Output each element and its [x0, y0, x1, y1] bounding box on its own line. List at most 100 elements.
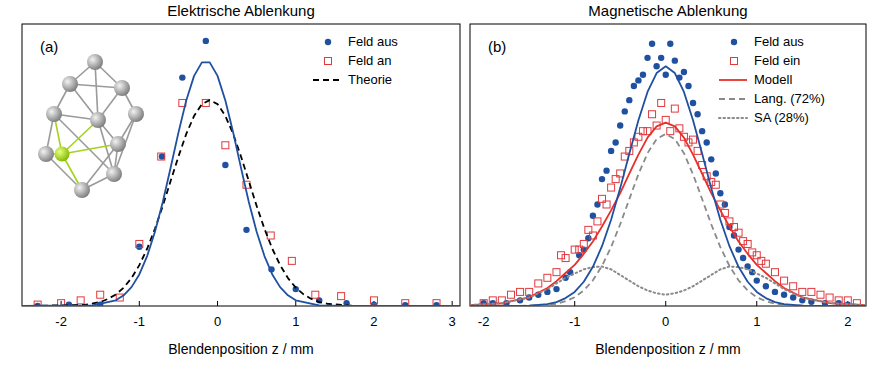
- x-tick: [574, 301, 575, 306]
- chart-title: Elektrische Ablenkung: [167, 2, 315, 19]
- x-tick-label: -1: [134, 314, 146, 329]
- data-area: [22, 38, 460, 306]
- data-point: [699, 128, 705, 134]
- data-point: [580, 240, 587, 247]
- data-line: [22, 100, 460, 306]
- data-point: [653, 63, 659, 69]
- data-point: [267, 232, 274, 239]
- data-point: [222, 162, 228, 168]
- x-tick-label: -2: [478, 314, 490, 329]
- data-point: [658, 99, 665, 106]
- atom: [90, 112, 106, 128]
- data-point: [644, 55, 650, 61]
- series: [480, 99, 860, 306]
- data-point: [826, 294, 833, 301]
- legend-label: Feld aus: [348, 34, 398, 49]
- data-point: [744, 240, 751, 247]
- molecule-inset: [38, 54, 144, 198]
- atom: [106, 166, 122, 182]
- legend-symbol: [731, 39, 737, 45]
- atom: [114, 80, 130, 96]
- legend-label: Modell: [754, 72, 792, 87]
- x-tick-label: 1: [753, 314, 760, 329]
- bond: [95, 62, 98, 120]
- chart-title: Magnetische Ablenkung: [588, 2, 747, 19]
- data-point: [626, 97, 632, 103]
- atom: [87, 54, 103, 70]
- data-point: [288, 257, 295, 264]
- atom: [128, 106, 144, 122]
- data-point: [553, 286, 559, 292]
- data-point: [544, 274, 551, 281]
- data-point: [694, 111, 700, 117]
- x-tick-label: 0: [214, 314, 221, 329]
- legend: Feld ausFeld anTheorie: [313, 34, 398, 87]
- series: [470, 66, 866, 306]
- atom: [46, 106, 62, 122]
- data-point: [658, 55, 664, 61]
- data-point: [763, 283, 769, 289]
- data-point: [740, 255, 746, 261]
- series: [34, 99, 440, 306]
- data-point: [690, 100, 696, 106]
- x-tick: [295, 301, 296, 306]
- legend-label: Feld ein: [754, 53, 800, 68]
- data-point: [690, 136, 697, 143]
- data-line: [470, 123, 866, 305]
- data-point: [754, 277, 760, 283]
- data-point: [790, 294, 796, 300]
- data-point: [649, 41, 655, 47]
- data-point: [77, 297, 84, 304]
- panel: Magnetische Ablenkung-2-1012Blendenposit…: [470, 2, 866, 357]
- data-point: [594, 218, 601, 225]
- data-point: [136, 240, 143, 247]
- data-point: [735, 246, 741, 252]
- x-tick-label: -1: [569, 314, 581, 329]
- data-point: [558, 252, 565, 259]
- data-point: [762, 260, 769, 267]
- data-point: [562, 255, 569, 262]
- atom: [74, 182, 90, 198]
- data-point: [136, 244, 142, 250]
- data-point: [599, 176, 605, 182]
- atom: [55, 147, 70, 162]
- x-tick: [139, 301, 140, 306]
- data-point: [667, 41, 673, 47]
- data-point: [703, 139, 709, 145]
- data-point: [799, 288, 806, 295]
- legend-symbol: [719, 98, 747, 100]
- data-point: [639, 128, 646, 135]
- data-line: [470, 134, 866, 306]
- data-point: [790, 283, 797, 290]
- legend-label: Feld aus: [754, 34, 804, 49]
- data-point: [243, 227, 249, 233]
- data-point: [663, 72, 669, 78]
- series: [470, 134, 866, 306]
- atom: [62, 76, 78, 92]
- data-point: [338, 293, 345, 300]
- x-tick-label: 2: [370, 314, 377, 329]
- data-point: [553, 269, 560, 276]
- data-point: [708, 156, 714, 162]
- legend-symbol: [731, 58, 738, 65]
- data-point: [781, 277, 788, 284]
- legend-label: SA (28%): [754, 110, 809, 125]
- data-point: [844, 297, 851, 304]
- data-point: [631, 83, 637, 89]
- legend-symbol: [313, 79, 341, 81]
- legend-label: Feld an: [348, 53, 391, 68]
- data-point: [622, 108, 628, 114]
- data-point: [712, 181, 719, 188]
- data-point: [808, 288, 815, 295]
- data-point: [179, 74, 185, 80]
- data-point: [603, 167, 609, 173]
- data-point: [612, 139, 618, 145]
- panel-label: (b): [488, 38, 506, 55]
- data-point: [667, 128, 674, 135]
- x-tick-label: 3: [449, 314, 456, 329]
- data-point: [517, 288, 524, 295]
- data-point: [749, 249, 756, 256]
- data-point: [608, 148, 614, 154]
- legend: Feld ausFeld einModellLang. (72%)SA (28%…: [719, 34, 825, 125]
- data-area: [470, 41, 866, 306]
